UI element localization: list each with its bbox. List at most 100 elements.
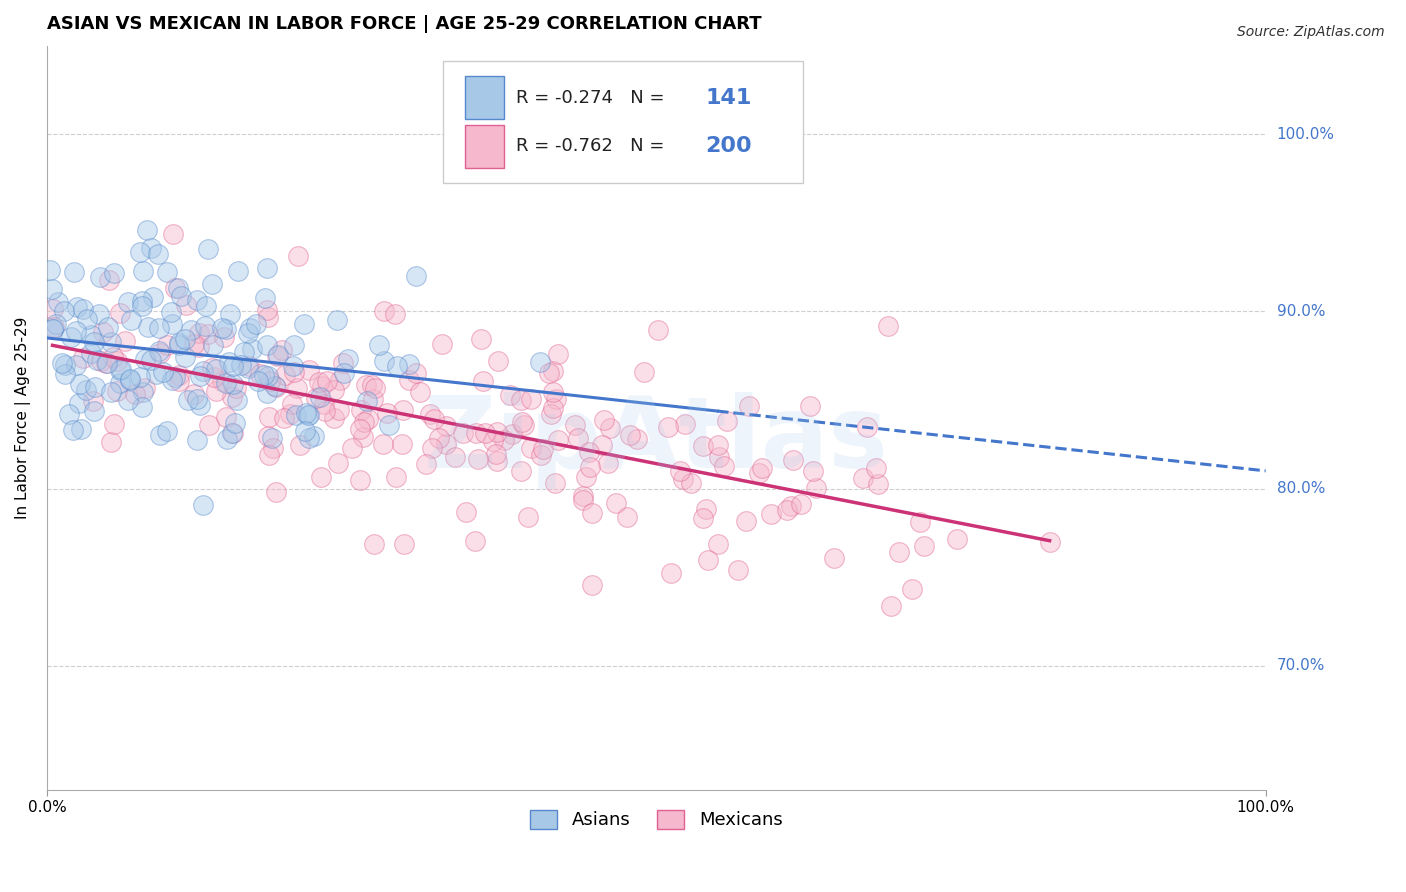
Point xyxy=(169,336,191,351)
Point xyxy=(131,299,153,313)
Point xyxy=(581,577,603,591)
Text: 70.0%: 70.0% xyxy=(1277,658,1324,673)
Point xyxy=(361,377,384,392)
Point xyxy=(129,245,152,260)
Point xyxy=(363,537,385,551)
Point xyxy=(246,375,269,389)
Point xyxy=(238,359,260,373)
Point xyxy=(45,317,67,331)
Point xyxy=(72,301,94,316)
Point xyxy=(226,264,249,278)
Point xyxy=(100,334,122,349)
Point xyxy=(695,502,717,516)
Point xyxy=(385,470,408,484)
Point xyxy=(160,304,183,318)
Point xyxy=(256,429,278,443)
Point xyxy=(398,373,420,387)
Point xyxy=(148,344,170,359)
Point xyxy=(669,464,692,478)
Point xyxy=(799,399,821,413)
Point xyxy=(53,358,76,372)
Point xyxy=(332,356,354,370)
Point xyxy=(304,428,326,442)
Point xyxy=(541,385,564,400)
Point xyxy=(198,418,221,433)
Point xyxy=(679,475,702,490)
Point xyxy=(707,438,730,452)
Point xyxy=(149,428,172,442)
FancyBboxPatch shape xyxy=(465,76,503,120)
Point xyxy=(160,373,183,387)
Point xyxy=(482,434,505,448)
Point xyxy=(169,368,191,382)
Point xyxy=(734,514,756,528)
Point xyxy=(221,426,243,441)
FancyBboxPatch shape xyxy=(443,61,803,184)
Text: 100.0%: 100.0% xyxy=(1277,127,1334,142)
Point xyxy=(136,222,159,236)
Point xyxy=(90,354,112,368)
Point xyxy=(222,359,245,373)
Point xyxy=(470,332,492,346)
Point xyxy=(405,268,427,283)
Point xyxy=(162,227,184,241)
Point xyxy=(488,354,510,368)
Point xyxy=(281,396,304,410)
Point xyxy=(191,364,214,378)
Point xyxy=(91,325,114,339)
Point xyxy=(901,582,924,596)
Text: ZipAtlas: ZipAtlas xyxy=(423,392,889,489)
Point xyxy=(467,451,489,466)
Point xyxy=(80,327,103,342)
Point xyxy=(117,393,139,408)
Text: 90.0%: 90.0% xyxy=(1277,304,1326,319)
Point xyxy=(340,441,363,455)
Point xyxy=(727,563,749,577)
Point xyxy=(865,460,887,475)
Point xyxy=(520,441,543,455)
Point xyxy=(134,382,156,396)
Point xyxy=(136,319,159,334)
Point xyxy=(373,354,395,368)
Point xyxy=(887,545,910,559)
Point xyxy=(485,447,508,461)
Point xyxy=(465,426,488,441)
Point xyxy=(86,353,108,368)
Point xyxy=(349,474,371,488)
Point xyxy=(647,322,669,336)
Point xyxy=(108,306,131,320)
Point xyxy=(180,323,202,337)
Point xyxy=(80,346,103,360)
Point xyxy=(129,369,152,384)
Point xyxy=(405,366,427,380)
Point xyxy=(420,441,443,455)
Point xyxy=(194,319,217,334)
Point xyxy=(38,262,60,277)
Point xyxy=(242,343,264,357)
Point xyxy=(256,338,278,352)
Point xyxy=(430,337,453,351)
Point xyxy=(278,407,301,421)
Point xyxy=(188,399,211,413)
Point xyxy=(283,365,305,379)
Point xyxy=(120,372,142,386)
Point xyxy=(672,472,695,486)
Point xyxy=(256,310,278,324)
Point xyxy=(361,392,384,406)
Point xyxy=(311,379,333,393)
Point xyxy=(256,386,278,401)
Point xyxy=(910,515,932,529)
Point xyxy=(156,265,179,279)
Point xyxy=(219,307,242,321)
Point xyxy=(107,354,129,368)
Point xyxy=(273,411,295,425)
Point xyxy=(946,533,969,547)
Point xyxy=(120,313,142,327)
Point xyxy=(186,433,208,447)
Point xyxy=(51,356,73,370)
Point xyxy=(221,390,243,404)
Point xyxy=(384,307,406,321)
Point xyxy=(82,394,104,409)
Point xyxy=(427,431,450,445)
Point xyxy=(69,376,91,391)
